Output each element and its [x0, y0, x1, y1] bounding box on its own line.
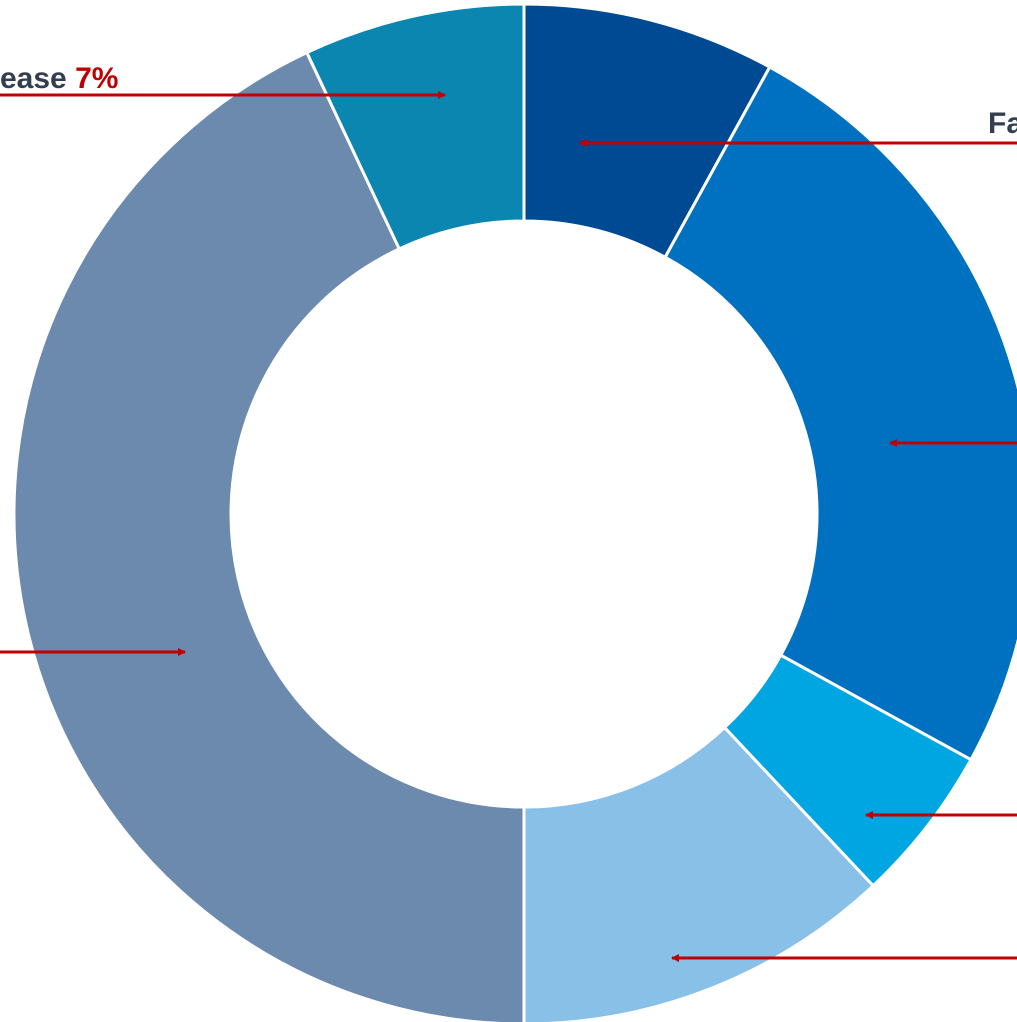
slice [304, 2, 526, 251]
slice [522, 725, 876, 1022]
value-label: 7% [75, 62, 118, 95]
category-label: ease 7% [0, 62, 118, 95]
category-label: ease [0, 62, 67, 95]
slice [12, 50, 526, 1022]
donut [12, 2, 1017, 1022]
slice [663, 65, 1017, 762]
category-label: Fa [988, 107, 1017, 140]
leader-arrows [0, 91, 1017, 962]
